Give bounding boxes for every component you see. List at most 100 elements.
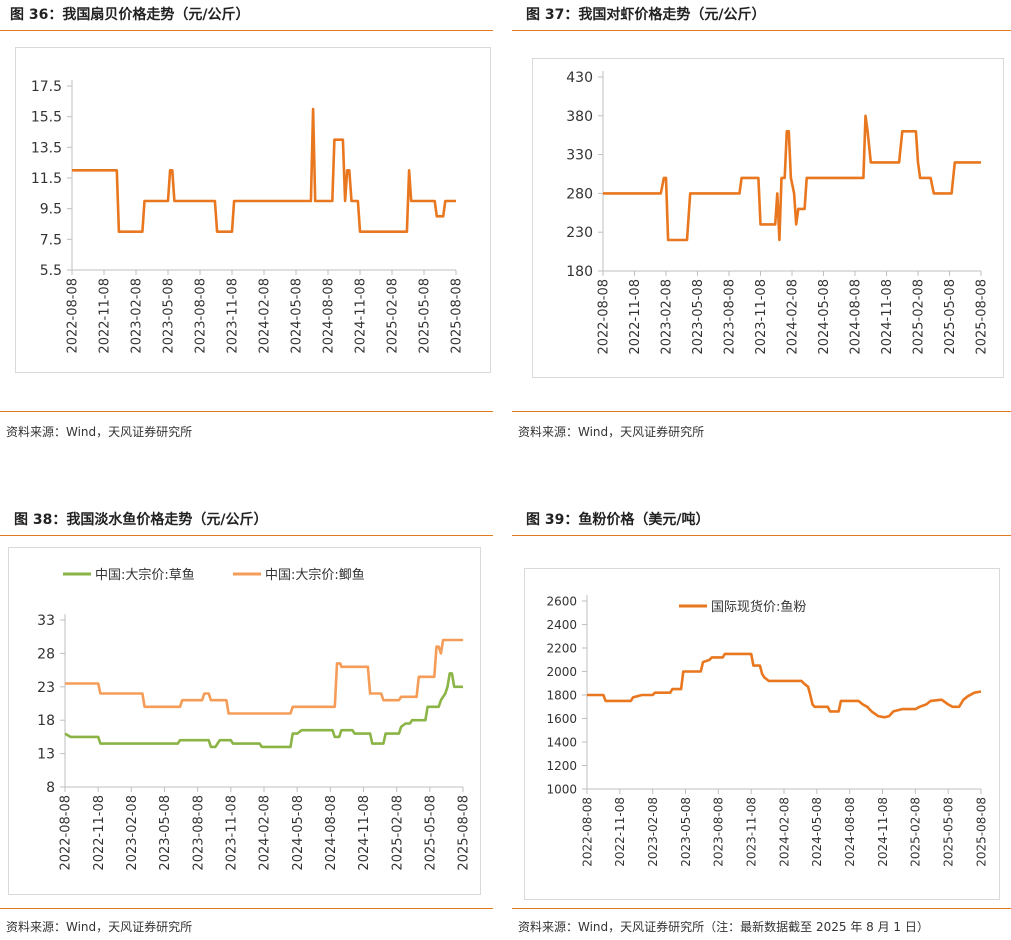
- x-tick-label: 2023-08-08: [723, 279, 738, 355]
- chart-frame: 17.5 15.5 13.5 11.5 9.5 7.5 5.5 2022-08-08 2022-…: [15, 47, 491, 373]
- y-tick-label: 330: [566, 148, 593, 164]
- legend-label: 中国:大宗价:鲫鱼: [265, 567, 365, 583]
- freshwater-fish-price-chart: 33 28 23 18 13 8 2022-08-08 2022-11-08 2023-02-0…: [37, 567, 472, 871]
- x-tick-label: 2025-05-08: [424, 795, 439, 871]
- x-tick-label: 2025-02-08: [390, 795, 405, 871]
- series-line: [603, 114, 981, 242]
- y-tick-label: 11.5: [31, 171, 62, 187]
- x-tick-label: 2025-05-08: [941, 797, 955, 867]
- x-tick-label: 2023-11-08: [754, 279, 769, 355]
- chart-frame: 2600 2400 2200 2000 1800 1600 1400 1200 1000 2022…: [524, 568, 1000, 900]
- y-tick-label: 2400: [546, 618, 577, 632]
- x-tick-label: 2022-08-08: [59, 795, 74, 871]
- title-rule: [0, 535, 493, 536]
- title-rule: [512, 535, 1011, 536]
- y-tick-label: 1800: [546, 688, 577, 702]
- x-tick-label: 2024-08-08: [324, 795, 339, 871]
- x-tick-label: 2025-05-08: [943, 279, 958, 355]
- x-tick-label: 2023-05-08: [691, 279, 706, 355]
- x-tick-label: 2023-11-08: [744, 797, 758, 867]
- x-tick-label: 2024-08-08: [843, 797, 857, 867]
- y-tick-label: 5.5: [40, 263, 62, 279]
- x-tick-label: 2025-08-08: [457, 795, 472, 871]
- x-tick-label: 2024-02-08: [786, 279, 801, 355]
- x-tick-label: 2024-02-08: [258, 795, 273, 871]
- x-tick-label: 2023-02-08: [646, 797, 660, 867]
- x-tick-label: 2024-02-08: [777, 797, 791, 867]
- x-tick-label: 2023-05-08: [679, 797, 693, 867]
- x-tick-label: 2025-02-08: [386, 278, 401, 354]
- chart-panel-fishmeal: 图 39：鱼粉价格（美元/吨） 2600 2400 2200 2000 1800 1600…: [512, 505, 1011, 940]
- source-rule: [512, 908, 1011, 909]
- x-tick-label: 2023-08-08: [191, 795, 206, 871]
- source-note: 资料来源：Wind，天风证券研究所: [518, 425, 705, 439]
- chart-title: 图 36：我国扇贝价格走势（元/公斤）: [10, 7, 250, 23]
- x-tick-label: 2025-02-08: [909, 797, 923, 867]
- source-note: 资料来源：Wind，天风证券研究所（注：最新数据截至 2025 年 8 月 1 …: [518, 920, 929, 934]
- x-tick-label: 2023-11-08: [225, 795, 240, 871]
- x-tick-label: 2024-11-08: [354, 278, 369, 354]
- chart-title: 图 37：我国对虾价格走势（元/公斤）: [526, 7, 766, 23]
- x-tick-label: 2025-05-08: [418, 278, 433, 354]
- x-tick-label: 2024-05-08: [817, 279, 832, 355]
- y-tick-label: 17.5: [31, 79, 62, 95]
- x-tick-label: 2024-05-08: [810, 797, 824, 867]
- y-tick-label: 1400: [546, 735, 577, 749]
- x-tick-label: 2024-11-08: [880, 279, 895, 355]
- x-tick-label: 2022-11-08: [613, 797, 627, 867]
- fishmeal-price-chart: 2600240022002000180016001400120010002022…: [546, 594, 988, 867]
- chart-panel-scallop: 图 36：我国扇贝价格走势（元/公斤） 17.5 15.5 13.5 11.5 9.5 7…: [0, 0, 493, 470]
- chart-title: 图 39：鱼粉价格（美元/吨）: [526, 512, 710, 528]
- y-tick-label: 2600: [546, 594, 577, 608]
- title-rule: [512, 30, 1011, 31]
- y-tick-label: 430: [566, 70, 593, 86]
- x-tick-label: 2025-08-08: [450, 278, 465, 354]
- chart-panel-shrimp: 图 37：我国对虾价格走势（元/公斤） 430 380 330 280 230 180 20…: [512, 0, 1011, 470]
- x-tick-label: 2022-08-08: [597, 279, 612, 355]
- chart-title: 图 38：我国淡水鱼价格走势（元/公斤）: [14, 512, 268, 528]
- x-tick-label: 2022-11-08: [98, 278, 113, 354]
- y-tick-label: 280: [566, 186, 593, 202]
- x-tick-label: 2023-02-08: [125, 795, 140, 871]
- x-tick-label: 2023-08-08: [194, 278, 209, 354]
- chart-frame: 33 28 23 18 13 8 2022-08-08 2022-11-08 2023-02-0…: [8, 547, 481, 895]
- x-tick-label: 2023-11-08: [226, 278, 241, 354]
- x-tick-label: 2022-11-08: [628, 279, 643, 355]
- y-tick-label: 230: [566, 225, 593, 241]
- series-line: [72, 107, 456, 233]
- chart-panel-freshwater-fish: 图 38：我国淡水鱼价格走势（元/公斤） 33 28 23 18 13 8 2022-08-…: [0, 505, 493, 940]
- series-line: [64, 672, 463, 749]
- x-tick-label: 2024-05-08: [290, 278, 305, 354]
- y-tick-label: 13.5: [31, 140, 62, 156]
- legend-label: 国际现货价:鱼粉: [711, 599, 806, 615]
- x-tick-label: 2024-11-08: [876, 797, 890, 867]
- legend-label: 中国:大宗价:草鱼: [95, 567, 195, 583]
- y-tick-label: 1200: [546, 759, 577, 773]
- scallop-price-chart: 17.5 15.5 13.5 11.5 9.5 7.5 5.5 2022-08-08 2022-…: [31, 79, 465, 354]
- y-tick-label: 9.5: [40, 202, 62, 218]
- y-tick-label: 28: [37, 646, 55, 662]
- x-tick-label: 2022-11-08: [92, 795, 107, 871]
- x-tick-label: 2024-11-08: [357, 795, 372, 871]
- y-tick-label: 1000: [546, 782, 577, 796]
- y-tick-label: 180: [566, 264, 593, 280]
- x-tick-label: 2024-05-08: [291, 795, 306, 871]
- x-tick-label: 2023-05-08: [158, 795, 173, 871]
- title-rule: [0, 30, 493, 31]
- x-tick-label: 2024-02-08: [258, 278, 273, 354]
- y-tick-label: 18: [37, 713, 55, 729]
- x-tick-label: 2023-05-08: [162, 278, 177, 354]
- y-tick-label: 13: [37, 747, 55, 763]
- y-tick-label: 15.5: [31, 110, 62, 126]
- y-tick-label: 7.5: [40, 232, 62, 248]
- x-tick-label: 2023-08-08: [712, 797, 726, 867]
- y-tick-label: 8: [46, 780, 55, 796]
- y-tick-label: 2200: [546, 641, 577, 655]
- source-rule: [0, 908, 493, 909]
- chart-frame: 430 380 330 280 230 180 2022-08-08 2022-11-08 20…: [532, 58, 1004, 378]
- series-line: [587, 652, 982, 719]
- x-tick-label: 2023-02-08: [660, 279, 675, 355]
- y-tick-label: 2000: [546, 665, 577, 679]
- x-tick-label: 2025-08-08: [974, 797, 988, 867]
- source-note: 资料来源：Wind，天风证券研究所: [6, 920, 193, 934]
